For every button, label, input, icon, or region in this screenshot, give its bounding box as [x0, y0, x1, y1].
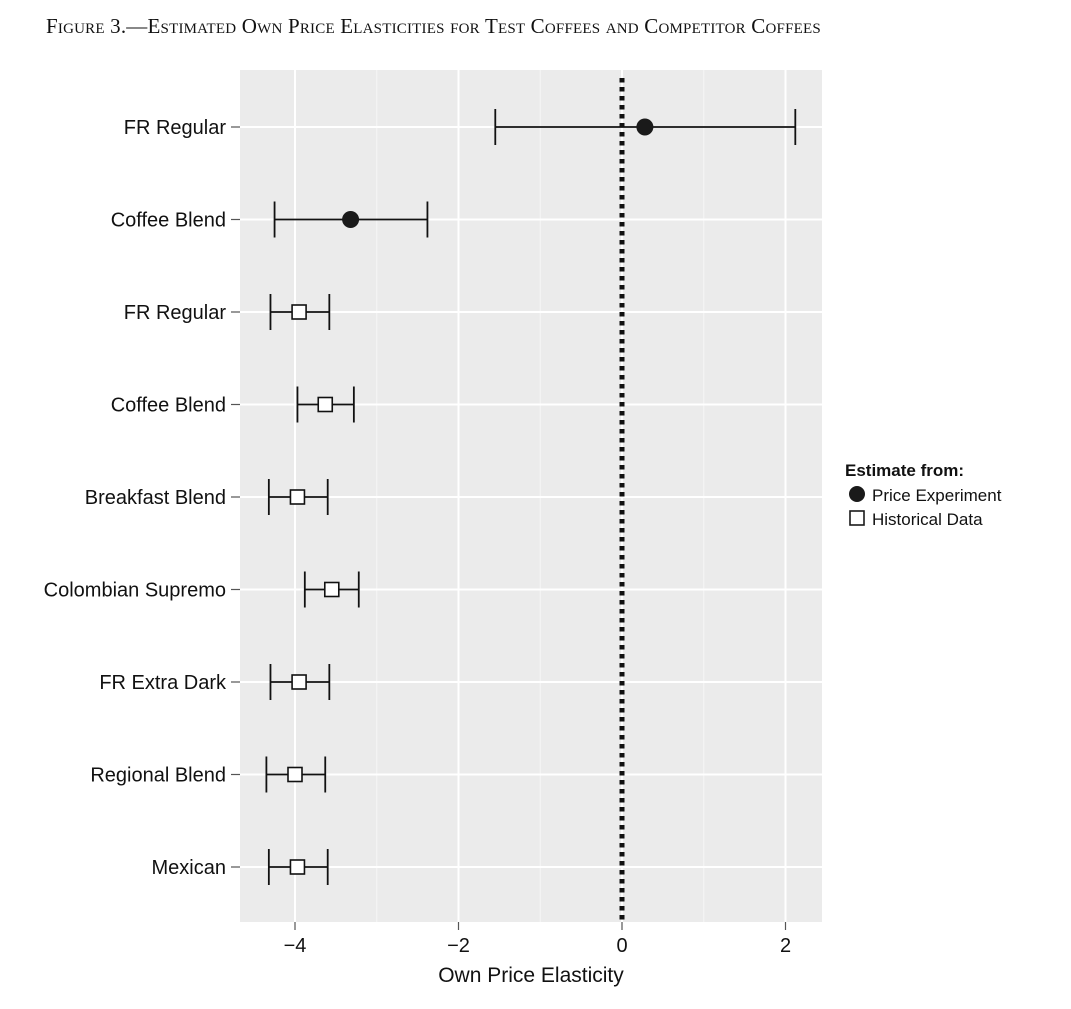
- y-axis-label: Coffee Blend: [111, 395, 226, 417]
- legend-marker-historical-data: [849, 510, 865, 526]
- x-axis-tick-label: 2: [780, 935, 791, 957]
- error-bar-row: [269, 664, 331, 700]
- estimate-point-historical-data: [291, 674, 307, 690]
- x-axis-tick-label: −4: [284, 935, 307, 957]
- legend-title: Estimate from:: [845, 461, 964, 480]
- error-bar-row: [267, 849, 329, 885]
- estimate-point-price-experiment: [342, 211, 360, 228]
- x-axis-ticks: −4 −2 0 2: [284, 922, 791, 957]
- estimate-point-historical-data: [323, 581, 340, 598]
- y-axis-label: FR Regular: [124, 117, 227, 139]
- y-axis-label: Colombian Supremo: [44, 580, 226, 602]
- error-bars: [265, 109, 797, 885]
- y-axis-label: Regional Blend: [90, 765, 226, 787]
- estimate-point-historical-data: [289, 859, 306, 875]
- estimate-point-historical-data: [289, 489, 306, 505]
- y-axis-labels: FR Regular Coffee Blend FR Regular Coffee B…: [44, 117, 240, 879]
- x-axis-tick-label: −2: [447, 935, 470, 957]
- y-axis-label: Breakfast Blend: [85, 487, 226, 509]
- error-bar-row: [269, 294, 331, 330]
- error-bar-row: [267, 479, 329, 515]
- error-bar-row: [273, 201, 429, 238]
- error-bar-row: [494, 109, 797, 145]
- legend-label-price-experiment: Price Experiment: [872, 486, 1002, 505]
- y-axis-label: Coffee Blend: [111, 210, 226, 232]
- x-axis-title: Own Price Elasticity: [438, 964, 624, 987]
- estimate-point-historical-data: [317, 396, 334, 413]
- y-axis-label: Mexican: [152, 857, 226, 879]
- y-axis-label: FR Extra Dark: [99, 672, 227, 694]
- legend-marker-price-experiment: [849, 486, 865, 502]
- estimate-point-price-experiment: [636, 118, 654, 136]
- estimate-point-historical-data: [291, 304, 307, 320]
- error-bar-row: [265, 756, 327, 793]
- figure-title: Figure 3.—Estimated Own Price Elasticiti…: [46, 14, 821, 38]
- legend: Estimate from: Price Experiment Historic…: [845, 461, 1002, 529]
- error-bar-row: [303, 571, 360, 608]
- y-axis-label: FR Regular: [124, 302, 227, 324]
- estimate-point-historical-data: [287, 766, 303, 783]
- error-bar-row: [296, 386, 355, 423]
- x-axis-tick-label: 0: [616, 935, 627, 957]
- legend-label-historical-data: Historical Data: [872, 510, 983, 529]
